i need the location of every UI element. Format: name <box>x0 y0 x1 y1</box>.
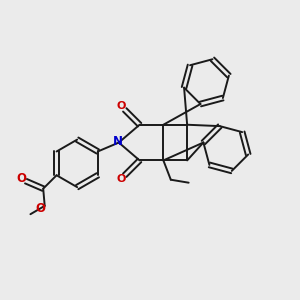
Text: O: O <box>35 202 45 215</box>
Text: N: N <box>112 135 123 148</box>
Text: O: O <box>17 172 27 185</box>
Text: O: O <box>116 174 126 184</box>
Text: O: O <box>116 101 126 111</box>
